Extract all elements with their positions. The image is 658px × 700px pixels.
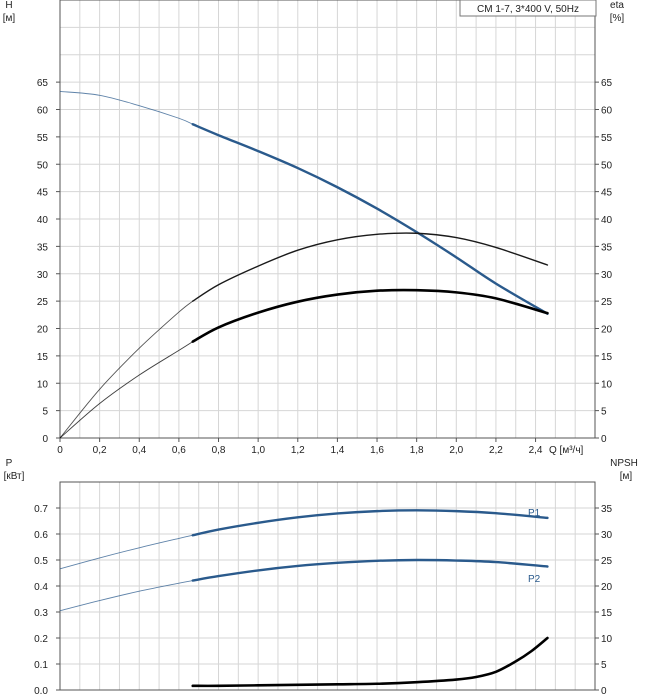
y-tick-label: 35 [37,242,49,253]
x-tick-label: 0,6 [172,445,186,456]
y2-tick-label: 65 [601,78,613,89]
y-tick-label: 0.7 [34,504,48,515]
bottom-y-axis-label-line1: P [6,458,13,469]
top-panel: 0 0,2 0,4 0,6 0,8 1,0 1,2 1,4 1,6 1,8 2,0 2,2 2,4 0 5… [3,0,625,456]
x-axis-label: Q [м³/ч] [549,445,584,456]
x-tick-label: 1,4 [330,445,344,456]
y-tick-label: 10 [37,379,49,390]
bottom-panel: 0.00.10.20.30.40.50.60.7 05101520253035 … [4,458,638,697]
y2-tick-label: 0 [601,434,607,445]
y2-tick-label: 50 [601,160,613,171]
y2-tick-label: 60 [601,106,613,117]
y-tick-label: 65 [37,78,49,89]
series-eta-extension [59,300,194,439]
y2-tick-label: 15 [601,608,613,619]
title-box [459,0,597,17]
bottom-y2-axis-label-line2: [м] [620,471,633,482]
y-tick-label: 0.6 [34,530,48,541]
y-tick-label: 20 [37,325,49,336]
top-y2-axis-label-line2: [%] [610,13,625,24]
y-tick-label: 30 [37,270,49,281]
y2-tick-label: 20 [601,582,613,593]
series-npsh-line [191,636,549,688]
top-y-axis-label-line2: [м] [3,13,16,24]
series-p2-extension [59,580,193,612]
series-p1-line [191,509,549,537]
y-tick-label: 55 [37,133,49,144]
y-tick-label: 45 [37,188,49,199]
top-y-axis-label-line1: H [5,0,12,11]
y2-tick-label: 5 [601,660,607,671]
y2-tick-label: 35 [601,242,613,253]
top-grid [60,0,595,438]
top-y-tick-labels: 0 5 10 15 20 25 30 35 40 45 50 55 60 65 [37,78,60,445]
bottom-series [59,509,549,688]
bottom-grid [60,482,595,690]
y-tick-label: 5 [42,407,48,418]
p2-series-label: P2 [528,574,541,585]
x-tick-label: 0 [57,445,63,456]
x-tick-label: 1,2 [291,445,305,456]
x-tick-label: 1,6 [370,445,384,456]
y2-tick-label: 25 [601,556,613,567]
series-p2-line [191,558,549,582]
p1-series-label: P1 [528,508,541,519]
y-tick-label: 50 [37,160,49,171]
y2-tick-label: 25 [601,297,613,308]
y-tick-label: 60 [37,106,49,117]
y-tick-label: 40 [37,215,49,226]
bottom-y2-axis-label-line1: NPSH [610,458,638,469]
x-tick-label: 1,0 [251,445,265,456]
series-h-line [191,123,549,315]
y2-tick-label: 10 [601,379,613,390]
x-tick-label: 2,2 [489,445,503,456]
bottom-y-tick-labels: 0.0 0.1 0.2 0.3 0.4 0.5 0.6 0.7 [34,504,60,697]
y2-tick-label: 30 [601,270,613,281]
y-tick-label: 0 [42,434,48,445]
top-y2-axis-label-line1: eta [610,0,624,11]
y2-tick-label: 0 [601,686,607,697]
series-eta-line [192,232,549,302]
y-tick-label: 0.1 [34,660,48,671]
y2-tick-label: 10 [601,634,613,645]
bottom-y-axis-label-line2: [кВт] [4,471,25,482]
y-tick-label: 25 [37,297,49,308]
y2-tick-label: 5 [601,407,607,418]
y2-tick-label: 15 [601,352,613,363]
y2-tick-label: 35 [601,504,613,515]
series-h-extension [59,90,193,125]
top-series [59,90,549,439]
series-eta_total-extension [59,341,194,439]
bottom-y2-tick-labels: 0 5 10 15 20 25 30 35 [595,504,613,697]
y2-tick-label: 45 [601,188,613,199]
y-tick-label: 0.4 [34,582,48,593]
y2-tick-label: 20 [601,325,613,336]
chart-title: CM 1-7, 3*400 V, 50Hz [477,4,579,15]
y2-tick-label: 55 [601,133,613,144]
top-x-tick-labels: 0 0,2 0,4 0,6 0,8 1,0 1,2 1,4 1,6 1,8 2,0 2,2 2,4 [57,438,543,456]
y-tick-label: 0.5 [34,556,48,567]
x-tick-label: 2,0 [449,445,463,456]
y2-tick-label: 30 [601,530,613,541]
x-tick-label: 0,4 [132,445,146,456]
x-tick-label: 2,4 [529,445,543,456]
y2-tick-label: 40 [601,215,613,226]
top-y2-tick-labels: 0 5 10 15 20 25 30 35 40 45 50 55 60 65 [595,78,613,445]
series-p1-extension [59,534,193,570]
y-tick-label: 0.0 [34,686,48,697]
series-eta_total-line [191,288,549,343]
x-tick-label: 0,8 [212,445,226,456]
y-tick-label: 0.3 [34,608,48,619]
x-tick-label: 0,2 [93,445,107,456]
x-tick-label: 1,8 [410,445,424,456]
y-tick-label: 15 [37,352,49,363]
y-tick-label: 0.2 [34,634,48,645]
